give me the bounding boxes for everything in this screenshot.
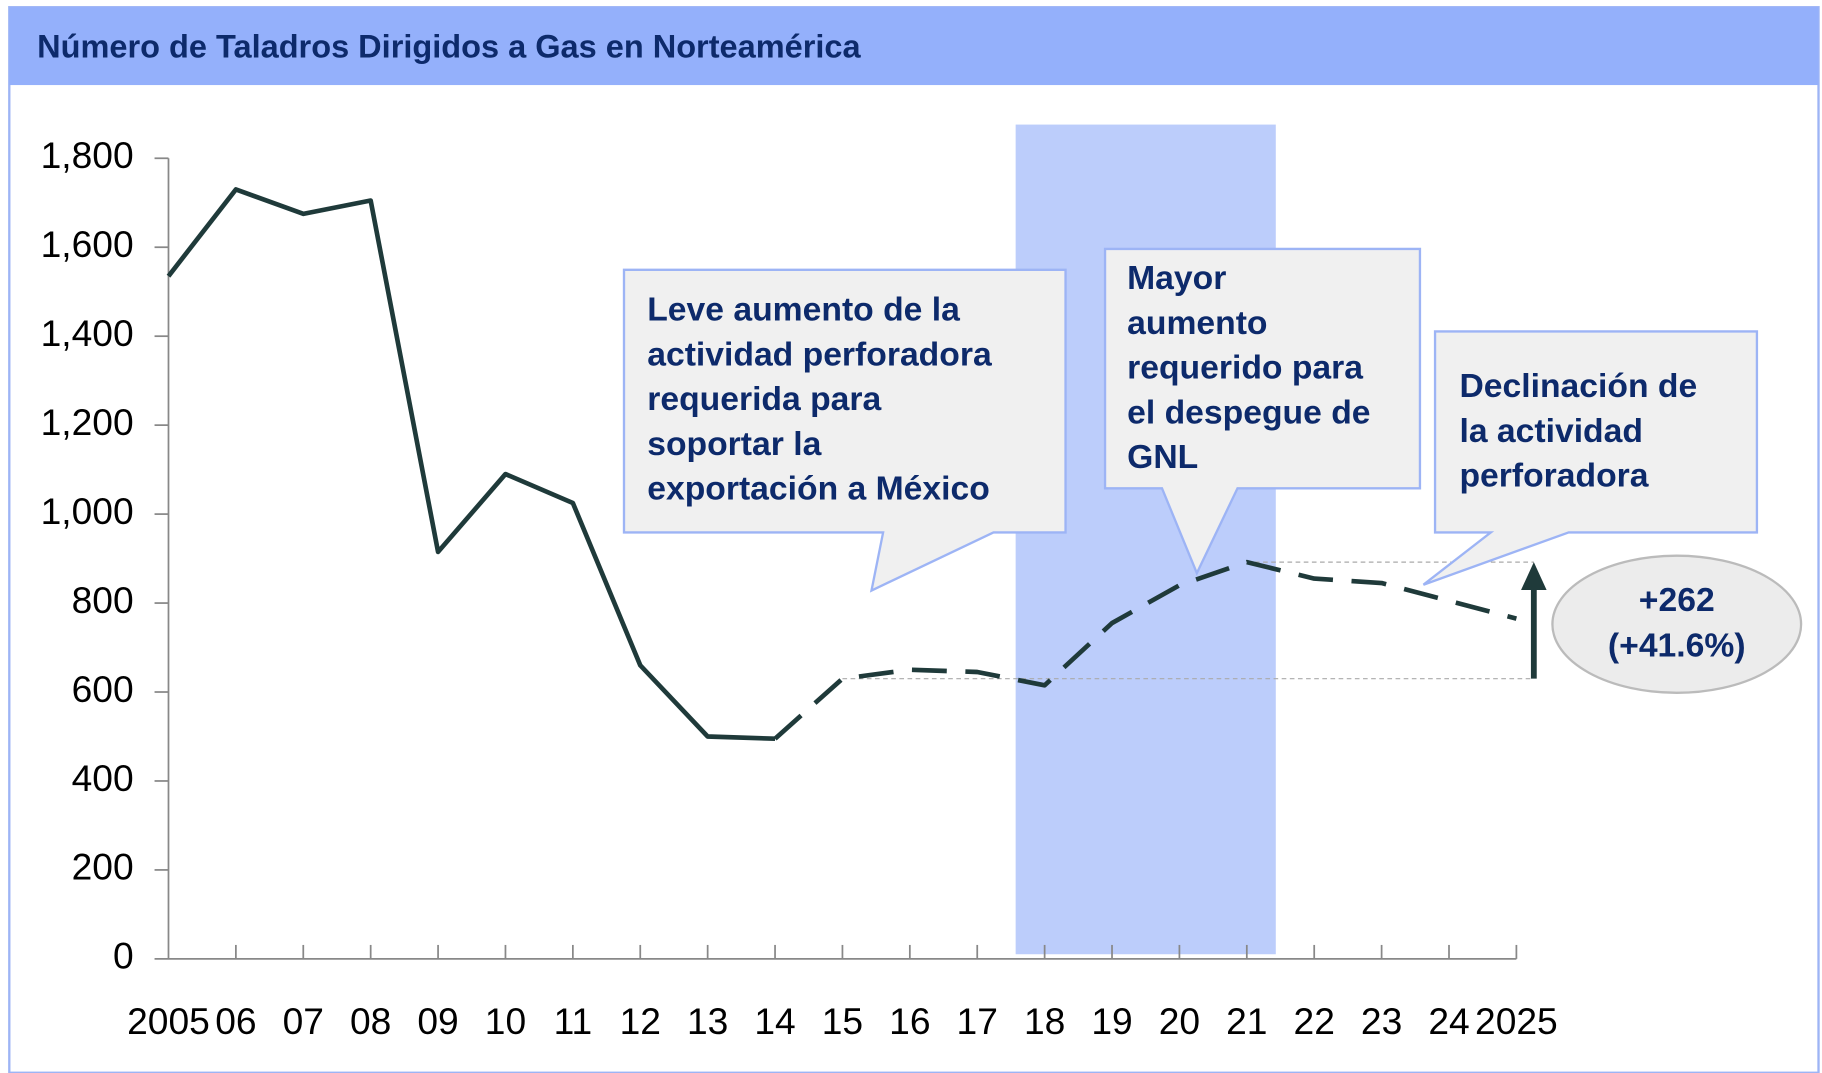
x-tick-label: 21 <box>1226 1000 1267 1042</box>
callout-text: aumento <box>1127 305 1267 342</box>
x-tick-label: 08 <box>350 1000 391 1042</box>
callout-text: perforadora <box>1459 458 1648 495</box>
series-line <box>166 187 776 742</box>
y-tick-label: 1,000 <box>41 490 134 532</box>
x-tick-label: 2005 <box>127 1000 210 1042</box>
change-arrow-head <box>1521 562 1547 591</box>
x-tick-label: 24 <box>1428 1000 1469 1042</box>
x-tick-label: 17 <box>957 1000 998 1042</box>
callout-text: la actividad <box>1459 413 1642 450</box>
title-bar <box>9 7 1819 86</box>
y-tick-label: 800 <box>72 579 134 621</box>
callout-text: GNL <box>1127 439 1198 476</box>
x-tick-label: 10 <box>485 1000 526 1042</box>
callout-text: Mayor <box>1127 260 1226 297</box>
callout-text: Leve aumento de la <box>647 292 960 329</box>
x-tick-label: 14 <box>754 1000 795 1042</box>
x-tick-label: 07 <box>283 1000 324 1042</box>
callout-box <box>622 268 1067 593</box>
x-tick-label: 12 <box>620 1000 661 1042</box>
x-tick-label: 19 <box>1091 1000 1132 1042</box>
x-tick-label: 22 <box>1294 1000 1335 1042</box>
y-tick-label: 1,200 <box>41 401 134 443</box>
x-tick-label: 23 <box>1361 1000 1402 1042</box>
change-badge <box>1551 554 1803 694</box>
change-text: +262 <box>1639 582 1715 619</box>
x-tick-label: 16 <box>889 1000 930 1042</box>
y-tick-label: 200 <box>72 846 134 888</box>
callout-text: requerido para <box>1127 350 1363 387</box>
callout-text: actividad perforadora <box>647 336 992 373</box>
x-tick-label: 15 <box>822 1000 863 1042</box>
chart-title: Número de Taladros Dirigidos a Gas en No… <box>37 29 861 65</box>
callout-box <box>1103 247 1422 576</box>
callout-text: el despegue de <box>1127 394 1370 431</box>
callout-text: Declinación de <box>1459 368 1697 405</box>
callout-box <box>1422 330 1759 586</box>
change-text: (+41.6%) <box>1608 627 1746 664</box>
x-tick-label: 11 <box>554 1000 593 1042</box>
y-tick-label: 0 <box>113 935 134 977</box>
x-tick-label: 18 <box>1024 1000 1065 1042</box>
x-tick-label: 09 <box>417 1000 458 1042</box>
x-tick-label: 2025 <box>1475 1000 1558 1042</box>
y-tick-label: 600 <box>72 668 134 710</box>
callout-text: exportación a México <box>647 471 990 508</box>
y-tick-label: 1,800 <box>41 134 134 176</box>
x-tick-label: 06 <box>215 1000 256 1042</box>
y-tick-label: 400 <box>72 757 134 799</box>
x-tick-label: 13 <box>687 1000 728 1042</box>
callout-text: requerida para <box>647 381 881 418</box>
y-tick-label: 1,600 <box>41 223 134 265</box>
y-tick-label: 1,400 <box>41 312 134 354</box>
x-tick-label: 20 <box>1159 1000 1200 1042</box>
callout-text: soportar la <box>647 426 821 463</box>
